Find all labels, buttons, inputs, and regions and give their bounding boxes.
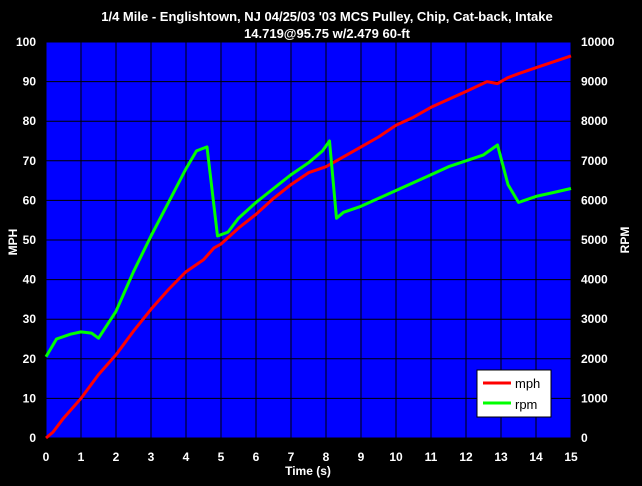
y-tick-label: 80 xyxy=(23,114,37,128)
x-tick-label: 13 xyxy=(494,450,508,464)
x-tick-label: 9 xyxy=(358,450,365,464)
x-tick-label: 6 xyxy=(253,450,260,464)
x-tick-label: 8 xyxy=(323,450,330,464)
x-tick-label: 4 xyxy=(183,450,190,464)
x-tick-label: 10 xyxy=(389,450,403,464)
x-tick-label: 11 xyxy=(425,450,438,464)
y2-tick-label: 8000 xyxy=(581,114,608,128)
x-tick-label: 12 xyxy=(459,450,473,464)
x-tick-label: 15 xyxy=(564,450,578,464)
y-tick-label: 30 xyxy=(23,312,37,326)
y2-tick-label: 7000 xyxy=(581,154,608,168)
y2-tick-label: 1000 xyxy=(581,391,608,405)
series-group xyxy=(44,54,572,440)
y-tick-label: 20 xyxy=(23,352,37,366)
y2-tick-labels: 0 1000 2000 3000 4000 5000 6000 7000 8000 9000 100… xyxy=(581,35,615,445)
x-axis-label: Time (s) xyxy=(285,464,331,478)
y2-tick-label: 9000 xyxy=(581,75,608,89)
x-tick-label: 7 xyxy=(288,450,295,464)
x-tick-label: 1 xyxy=(78,450,85,464)
y-tick-label: 60 xyxy=(23,193,37,207)
y2-tick-label: 2000 xyxy=(581,352,608,366)
series-line-rpm xyxy=(44,139,572,358)
x-tick-label: 14 xyxy=(529,450,543,464)
y-tick-label: 10 xyxy=(23,391,37,405)
y-tick-label: 70 xyxy=(23,154,37,168)
x-tick-label: 2 xyxy=(113,450,120,464)
y2-tick-label: 3000 xyxy=(581,312,608,326)
x-tick-label: 0 xyxy=(43,450,50,464)
y-tick-label: 0 xyxy=(29,431,36,445)
x-tick-label: 3 xyxy=(148,450,155,464)
y2-tick-label: 10000 xyxy=(581,35,615,49)
chart-title: 1/4 Mile - Englishtown, NJ 04/25/03 '03 … xyxy=(101,9,552,24)
y-tick-labels: 0 10 20 30 40 50 60 70 80 90 100 xyxy=(16,35,36,445)
legend-label-mph: mph xyxy=(515,376,540,391)
x-tick-labels: 0 1 2 3 4 5 6 7 8 9 10 11 12 13 14 15 xyxy=(43,450,578,464)
y-tick-label: 50 xyxy=(23,233,37,247)
y2-tick-label: 5000 xyxy=(581,233,608,247)
y2-tick-label: 4000 xyxy=(581,273,608,287)
x-tick-label: 5 xyxy=(218,450,225,464)
series-line-mph xyxy=(45,54,572,440)
legend-label-rpm: rpm xyxy=(515,397,537,412)
y-tick-label: 90 xyxy=(23,75,37,89)
y-tick-label: 40 xyxy=(23,273,37,287)
y-axis-label: MPH xyxy=(6,229,20,256)
y2-tick-label: 0 xyxy=(581,431,588,445)
legend-box xyxy=(476,369,552,418)
legend: mph rpm xyxy=(476,369,552,418)
y2-axis-label: RPM xyxy=(618,227,632,254)
y-tick-label: 100 xyxy=(16,35,36,49)
chart-subtitle: 14.719@95.75 w/2.479 60-ft xyxy=(244,26,411,41)
y2-tick-label: 6000 xyxy=(581,193,608,207)
